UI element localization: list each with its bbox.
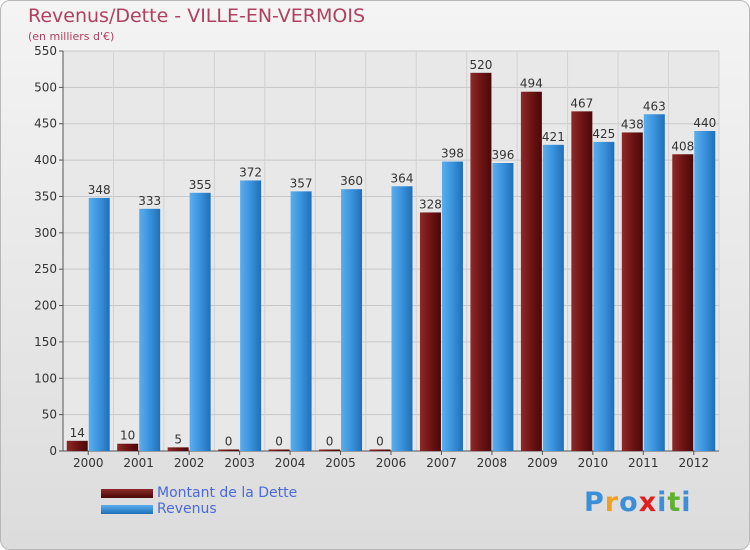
bar-revenue	[694, 131, 716, 451]
data-label-revenue: 355	[189, 178, 212, 192]
data-label-revenue: 333	[138, 194, 161, 208]
chart-subtitle: (en milliers d'€)	[28, 30, 115, 43]
chart-title: Revenus/Dette - VILLE-EN-VERMOIS	[28, 5, 366, 27]
logo-letter: o	[619, 487, 639, 518]
data-label-debt: 520	[469, 58, 492, 72]
bar-revenue	[593, 141, 615, 451]
bar-revenue	[139, 208, 161, 451]
data-label-debt: 408	[671, 139, 694, 153]
legend-label-debt: Montant de la Dette	[157, 485, 298, 501]
data-label-debt: 10	[120, 429, 135, 443]
y-tick-label: 350	[34, 189, 57, 203]
bar-revenue	[88, 197, 110, 451]
x-tick-label: 2002	[174, 456, 205, 470]
bar-revenue	[391, 186, 413, 452]
data-label-debt: 0	[326, 435, 334, 449]
logo-letter: x	[638, 487, 658, 518]
x-tick-label: 2011	[628, 456, 659, 470]
y-tick-label: 250	[34, 262, 57, 276]
bar-debt	[369, 449, 391, 451]
logo-letter: i	[681, 487, 692, 518]
legend-swatch-debt	[101, 489, 153, 498]
data-label-debt: 5	[174, 432, 182, 446]
data-label-revenue: 421	[542, 130, 565, 144]
data-label-revenue: 372	[239, 165, 262, 179]
bar-revenue	[492, 163, 514, 451]
x-tick-label: 2004	[275, 456, 306, 470]
bar-debt	[66, 440, 88, 451]
data-label-revenue: 398	[441, 147, 464, 161]
y-tick-label: 150	[34, 335, 57, 349]
proxiti-logo: Proxiti	[584, 487, 692, 518]
x-tick-label: 2009	[527, 456, 558, 470]
data-label-debt: 438	[621, 117, 644, 131]
data-label-revenue: 357	[290, 176, 313, 190]
bar-debt	[621, 132, 643, 452]
plot-area	[63, 51, 719, 451]
bar-debt	[470, 72, 492, 452]
data-label-debt: 467	[570, 96, 593, 110]
logo-letter: r	[604, 487, 620, 518]
x-tick-label: 2007	[426, 456, 457, 470]
bar-debt	[167, 447, 189, 451]
bar-revenue	[643, 114, 665, 451]
x-tick-label: 2001	[123, 456, 154, 470]
x-tick-label: 2012	[678, 456, 709, 470]
data-label-revenue: 396	[491, 148, 514, 162]
bar-revenue	[189, 192, 211, 451]
data-label-revenue: 440	[693, 116, 716, 130]
bar-revenue	[240, 180, 262, 452]
bar-revenue	[341, 189, 363, 451]
data-label-revenue: 364	[391, 171, 414, 185]
bar-revenue	[542, 144, 564, 451]
bar-debt	[571, 111, 593, 451]
y-tick-label: 500	[34, 80, 57, 94]
bar-revenue	[290, 191, 312, 451]
data-label-debt: 0	[225, 435, 233, 449]
bar-debt	[117, 443, 139, 451]
x-tick-label: 2010	[578, 456, 609, 470]
data-label-revenue: 348	[88, 183, 111, 197]
data-label-debt: 0	[275, 435, 283, 449]
bar-debt	[419, 212, 441, 451]
bar-debt	[672, 154, 694, 452]
y-tick-label: 400	[34, 153, 57, 167]
x-tick-label: 2008	[477, 456, 508, 470]
x-tick-label: 2005	[325, 456, 356, 470]
logo-letter: i	[657, 487, 668, 518]
logo-letter: t	[667, 487, 682, 518]
data-label-revenue: 425	[592, 127, 615, 141]
y-tick-label: 50	[42, 408, 57, 422]
legend-label-revenue: Revenus	[157, 501, 217, 517]
y-tick-label: 550	[34, 44, 57, 58]
bar-debt	[520, 91, 542, 452]
y-tick-label: 300	[34, 226, 57, 240]
data-label-debt: 494	[520, 77, 543, 91]
x-tick-label: 2003	[224, 456, 255, 470]
data-label-debt: 0	[376, 435, 384, 449]
y-tick-label: 0	[49, 444, 57, 458]
data-label-debt: 14	[70, 426, 85, 440]
x-tick-label: 2000	[73, 456, 104, 470]
bar-debt	[268, 449, 290, 451]
bar-revenue	[441, 161, 463, 451]
data-label-debt: 328	[419, 197, 442, 211]
bar-debt	[319, 449, 341, 451]
y-tick-label: 100	[34, 371, 57, 385]
bar-debt	[218, 449, 240, 451]
x-tick-label: 2006	[376, 456, 407, 470]
logo-letter: P	[584, 487, 605, 518]
data-label-revenue: 463	[643, 99, 666, 113]
data-label-revenue: 360	[340, 174, 363, 188]
y-tick-label: 200	[34, 299, 57, 313]
y-tick-label: 450	[34, 117, 57, 131]
legend-swatch-revenue	[101, 505, 153, 514]
